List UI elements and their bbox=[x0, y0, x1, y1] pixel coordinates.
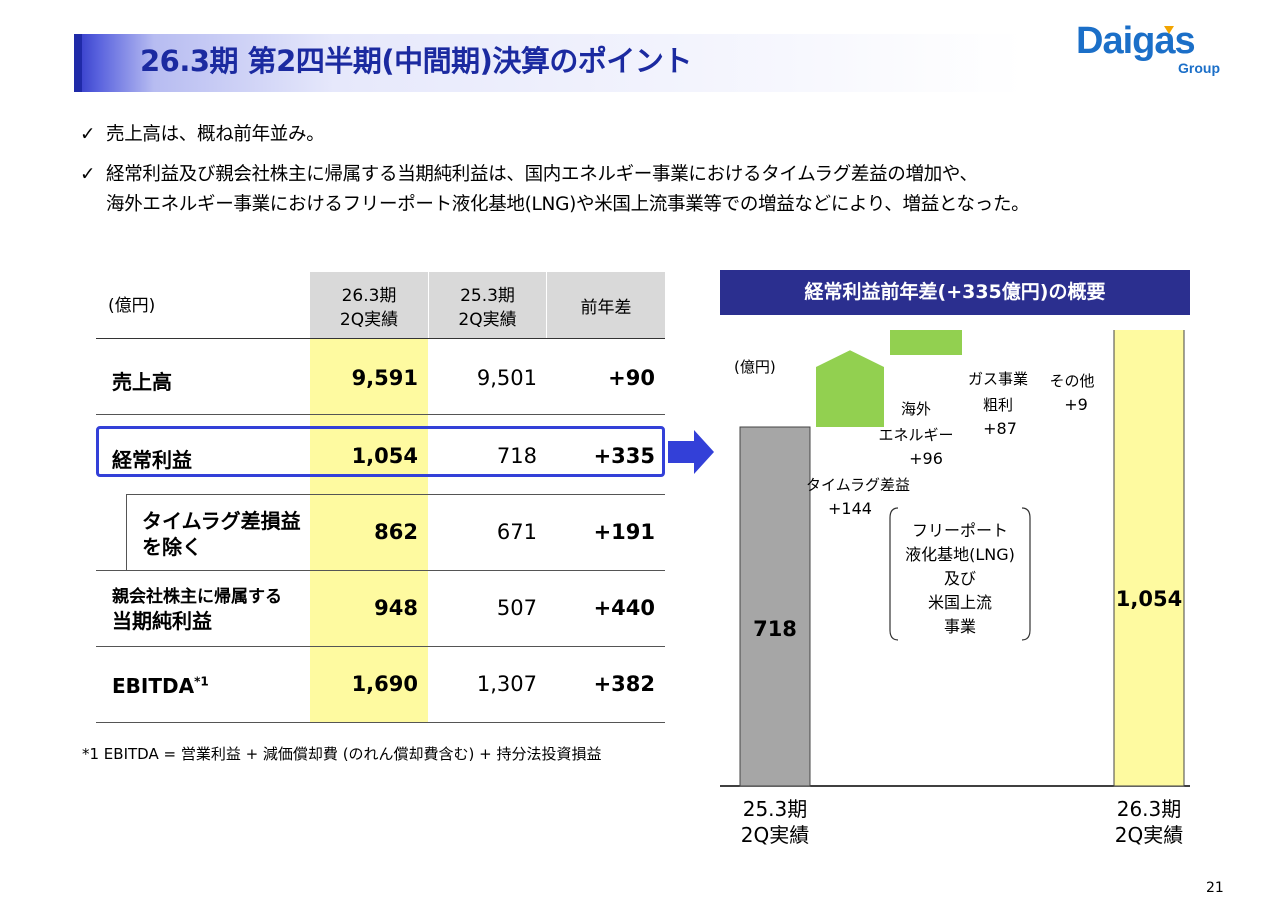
bullet-1: ✓ 売上高は、概ね前年並み。 bbox=[80, 120, 325, 150]
annotation-line-5: 事業 bbox=[944, 617, 976, 636]
sales-diff: +90 bbox=[608, 366, 655, 390]
start-axis-label-line2: 2Q実績 bbox=[741, 823, 809, 847]
step-3-name-line-1: ガス事業 bbox=[968, 370, 1028, 388]
row-label-ordinary-profit: 経常利益 bbox=[112, 448, 192, 472]
annotation-line-4: 米国上流 bbox=[928, 593, 992, 612]
current-column-highlight bbox=[310, 272, 428, 722]
excl-timelag-current: 862 bbox=[374, 520, 418, 544]
start-bar-value: 718 bbox=[753, 617, 797, 641]
header-col3 bbox=[547, 272, 665, 338]
ordinary-profit-diff: +335 bbox=[593, 444, 655, 468]
check-icon: ✓ bbox=[80, 124, 96, 145]
logo-triangle-icon bbox=[1164, 26, 1174, 34]
col3-header: 前年差 bbox=[580, 298, 632, 318]
col1-header: 26.3期 2Q実績 bbox=[339, 286, 399, 330]
header-col1 bbox=[310, 272, 428, 338]
title-bar bbox=[74, 34, 1024, 92]
page-number: 21 bbox=[1206, 880, 1224, 896]
end-axis-label-line1: 26.3期 bbox=[1117, 797, 1182, 821]
step-2-value: +96 bbox=[909, 449, 943, 468]
net-income-previous: 507 bbox=[496, 596, 537, 620]
chart-title: 経常利益前年差(+335億円)の概要 bbox=[720, 270, 1190, 315]
sales-current: 9,591 bbox=[351, 366, 418, 390]
bullet-2-cont: 海外エネルギー事業におけるフリーポート液化基地(LNG)や米国上流事業等での増益… bbox=[106, 194, 1030, 215]
bullet-2: ✓ 経常利益及び親会社株主に帰属する当期純利益は、国内エネルギー事業におけるタイム… bbox=[80, 160, 978, 190]
right-arrow-icon bbox=[668, 430, 714, 474]
excl-timelag-previous: 671 bbox=[496, 520, 537, 544]
annotation-line-1: フリーポート bbox=[912, 521, 1008, 540]
row-label-sales: 売上高 bbox=[112, 370, 172, 394]
ordinary-profit-highlight-box bbox=[96, 426, 665, 477]
start-axis-label-line1: 25.3期 bbox=[743, 797, 808, 821]
excl-timelag-diff: +191 bbox=[593, 520, 655, 544]
logo-main: Daigas bbox=[1076, 20, 1196, 62]
net-income-diff: +440 bbox=[593, 596, 655, 620]
net-income-current: 948 bbox=[374, 596, 418, 620]
annotation-line-2: 液化基地(LNG) bbox=[905, 545, 1015, 564]
footnote: *1 EBITDA = 営業利益 + 減価償却費 (のれん償却費含む) + 持分… bbox=[82, 745, 602, 763]
step-1-name-line-1: タイムラグ差益 bbox=[806, 476, 910, 494]
step-3-name-line-2: 粗利 bbox=[983, 396, 1013, 414]
step-4-value: +9 bbox=[1064, 395, 1088, 414]
check-icon: ✓ bbox=[80, 164, 96, 185]
row-label-ebitda: EBITDA*1 bbox=[112, 674, 209, 698]
step-2-name-line-2: エネルギー bbox=[878, 426, 953, 444]
header-col2 bbox=[429, 272, 546, 338]
ebitda-diff: +382 bbox=[593, 672, 655, 696]
end-bar bbox=[1113, 330, 1185, 787]
step-3-value: +87 bbox=[983, 419, 1017, 438]
chart-unit-label: (億円) bbox=[734, 358, 776, 376]
logo-sub: Group bbox=[1178, 60, 1220, 76]
daigas-logo: Daigas Group bbox=[1076, 20, 1226, 80]
step-bar-2 bbox=[890, 330, 962, 355]
end-bar-value: 1,054 bbox=[1116, 587, 1182, 611]
col2-header: 25.3期 2Q実績 bbox=[458, 286, 517, 330]
start-bar bbox=[739, 426, 811, 787]
waterfall-chart: (億円)71825.3期2Q実績1,05426.3期2Q実績タイムラグ差益+14… bbox=[720, 330, 1190, 847]
page-title: 26.3期 第2四半期(中間期)決算のポイント bbox=[140, 44, 692, 78]
ordinary-profit-current: 1,054 bbox=[351, 444, 418, 468]
table-unit: (億円) bbox=[108, 296, 156, 316]
step-bar-1 bbox=[816, 350, 884, 427]
step-2-name-line-1: 海外 bbox=[901, 400, 931, 418]
row-label-excl-timelag: タイムラグ差損益 を除く bbox=[142, 509, 301, 559]
annotation-line-3: 及び bbox=[944, 569, 976, 588]
row-label-net-income: 親会社株主に帰属する 当期純利益 bbox=[112, 587, 282, 633]
end-axis-label-line2: 2Q実績 bbox=[1115, 823, 1183, 847]
ordinary-profit-previous: 718 bbox=[496, 444, 537, 468]
step-1-value: +144 bbox=[828, 499, 872, 518]
step-4-name-line-1: その他 bbox=[1049, 372, 1094, 390]
ebitda-current: 1,690 bbox=[351, 672, 418, 696]
annotation-left-brace bbox=[889, 507, 899, 641]
annotation-right-brace bbox=[1021, 507, 1031, 641]
ebitda-previous: 1,307 bbox=[476, 672, 537, 696]
sales-previous: 9,501 bbox=[476, 366, 537, 390]
